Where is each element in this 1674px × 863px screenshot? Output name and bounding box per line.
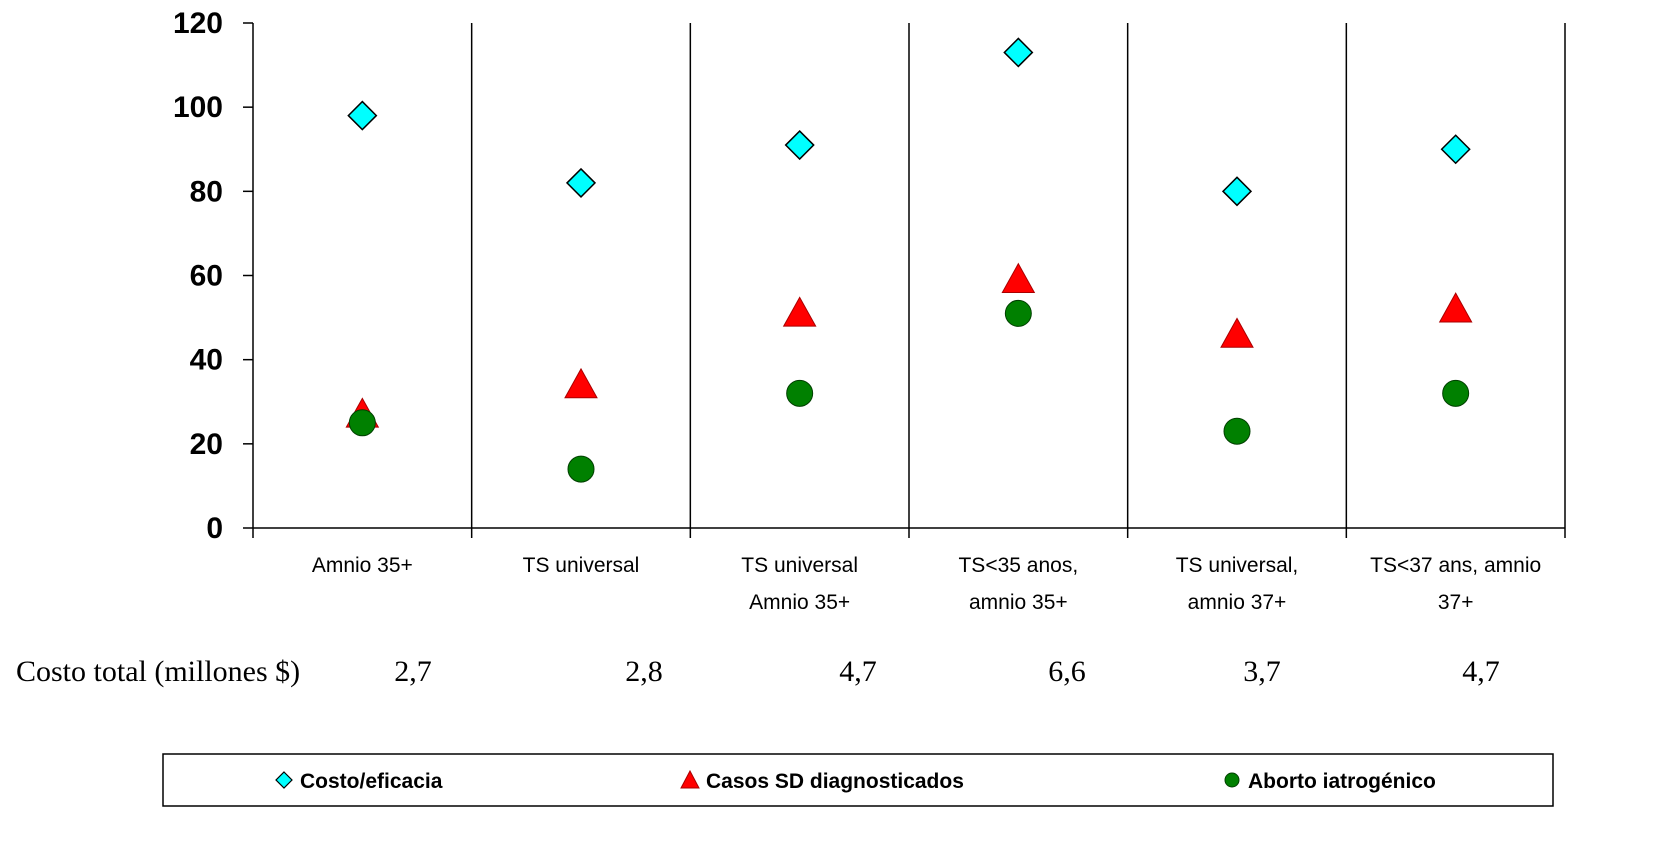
- aborto-point: [1442, 379, 1470, 407]
- category-label: 37+: [1438, 591, 1474, 614]
- y-tick-label: 20: [190, 428, 223, 461]
- costo-eficacia-point: [784, 129, 815, 161]
- aborto-point: [348, 409, 376, 437]
- axes: [243, 22, 1566, 538]
- legend-label: Casos SD diagnosticados: [706, 770, 964, 793]
- category-label: TS universal: [523, 554, 640, 577]
- costo-eficacia-point: [1003, 37, 1034, 68]
- costo-eficacia-point: [565, 167, 597, 198]
- y-tick-label: 40: [190, 344, 223, 377]
- cost-value: 3,7: [1243, 655, 1281, 688]
- aborto-point: [567, 455, 595, 483]
- category-label: TS universal: [741, 554, 858, 577]
- y-tick-labels: 0 20 40 60 80 100 120: [173, 7, 223, 545]
- cost-value: 4,7: [839, 655, 877, 688]
- casos-sd-point: [782, 296, 817, 327]
- cost-value: 2,7: [394, 655, 432, 688]
- category-label: TS universal,: [1176, 554, 1299, 577]
- y-tick-label: 80: [190, 175, 223, 208]
- legend-box: [162, 753, 1554, 807]
- casos-sd-point: [1220, 317, 1254, 348]
- y-tick-label: 120: [173, 7, 223, 40]
- legend-label: Costo/eficacia: [300, 770, 443, 793]
- casos-sd-point: [1001, 262, 1036, 294]
- aborto-point: [1223, 417, 1251, 445]
- category-label: Amnio 35+: [312, 554, 413, 577]
- y-tick-label: 0: [206, 512, 223, 545]
- y-tick-label: 100: [173, 91, 223, 124]
- cost-value: 2,8: [625, 655, 663, 688]
- legend: Costo/eficacia Casos SD diagnosticados Abo…: [162, 753, 1554, 807]
- category-label: Amnio 35+: [749, 591, 850, 614]
- category-label: TS<35 anos,: [958, 554, 1078, 577]
- category-label: amnio 37+: [1188, 591, 1287, 614]
- cost-value: 6,6: [1048, 655, 1086, 688]
- category-labels: Amnio 35+ TS universal TS universal Amnio 3…: [312, 554, 1541, 614]
- costo-eficacia-point: [1221, 176, 1253, 207]
- y-tick-label: 60: [190, 260, 223, 293]
- casos-sd-point: [1438, 292, 1473, 323]
- costo-eficacia-point: [347, 100, 378, 131]
- aborto-point: [1004, 299, 1032, 327]
- legend-label: Aborto iatrogénico: [1248, 770, 1436, 793]
- category-label: TS<37 ans, amnio: [1370, 554, 1541, 577]
- data-marks: [345, 37, 1473, 483]
- casos-sd-point: [564, 367, 598, 399]
- legend-diamond-icon: [275, 771, 293, 789]
- costo-eficacia-point: [1440, 134, 1471, 165]
- category-label: amnio 35+: [969, 591, 1068, 614]
- legend-triangle-icon: [680, 769, 700, 789]
- cost-row: Costo total (millones $) 2,7 2,8 4,7 6,6 3,7…: [16, 655, 1500, 688]
- cost-value: 4,7: [1462, 655, 1500, 688]
- cost-row-label: Costo total (millones $): [16, 655, 300, 688]
- legend-circle-icon: [1224, 772, 1240, 788]
- aborto-point: [786, 379, 814, 407]
